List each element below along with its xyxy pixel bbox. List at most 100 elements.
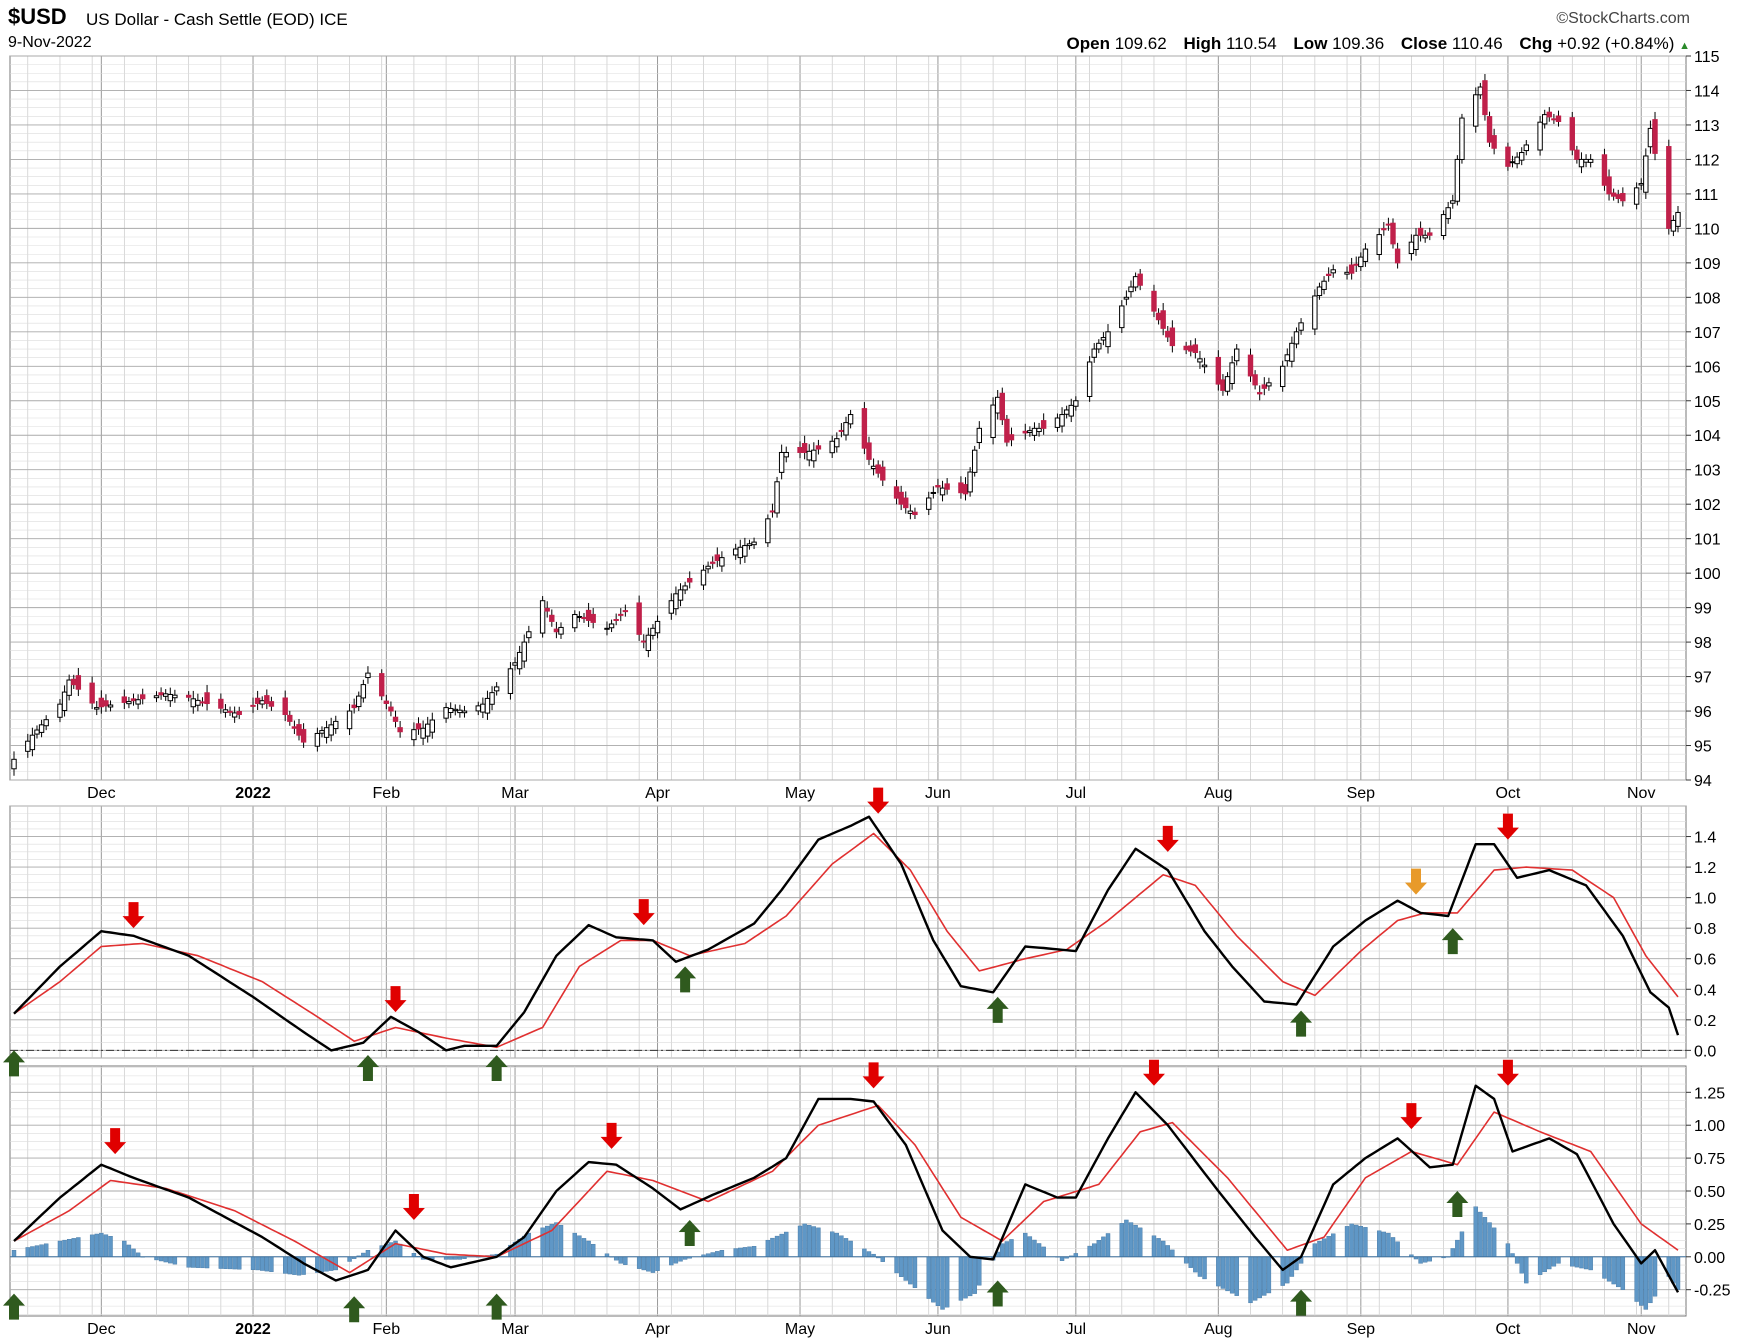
candle <box>204 684 210 711</box>
candle-body <box>1160 310 1166 329</box>
candle-body <box>1155 312 1162 321</box>
histogram-bar <box>1574 1256 1580 1268</box>
candle <box>866 436 872 466</box>
sell-arrow-icon <box>122 902 145 929</box>
histogram-bar <box>1418 1256 1423 1264</box>
sell-arrow-icon <box>1142 1059 1165 1086</box>
candle <box>774 476 780 518</box>
histogram-bar <box>1583 1256 1589 1270</box>
candle <box>1523 140 1530 156</box>
candle <box>268 696 275 711</box>
candle <box>75 667 82 697</box>
y-tick-label: 0.75 <box>1694 1151 1725 1168</box>
candle-body <box>732 548 739 556</box>
histogram-bar <box>227 1256 233 1270</box>
histogram-bar <box>1455 1239 1460 1257</box>
histogram-bar <box>977 1256 982 1286</box>
candle-body <box>815 445 822 450</box>
histogram-bar <box>1124 1219 1129 1257</box>
candle <box>999 387 1005 426</box>
histogram-bar <box>1059 1256 1065 1261</box>
candle <box>1454 155 1461 206</box>
histogram-bar <box>710 1252 715 1257</box>
candle <box>365 666 371 684</box>
y-tick-label: 112 <box>1694 152 1720 169</box>
candle <box>843 416 849 441</box>
histogram-bar <box>108 1236 113 1257</box>
candle-body <box>585 609 592 621</box>
candle-body <box>1408 241 1415 255</box>
candle-body <box>425 723 431 737</box>
candle <box>549 609 555 627</box>
x-tick-label: May <box>785 1321 815 1338</box>
candle <box>576 611 583 623</box>
candle-body <box>1541 114 1548 125</box>
histogram-bar <box>131 1248 136 1257</box>
candle-body <box>1353 263 1359 266</box>
candle-body <box>1192 344 1199 353</box>
panel-frame <box>9 805 1687 1059</box>
x-tick-label: 2022 <box>235 1321 271 1338</box>
candle <box>1537 116 1543 156</box>
candle <box>484 690 491 720</box>
candle-body <box>926 497 932 510</box>
candle-body <box>1445 207 1451 220</box>
buy-arrow-icon <box>678 1219 701 1246</box>
candle-body <box>682 585 688 591</box>
candle-body <box>962 484 969 495</box>
histogram-bar <box>361 1252 366 1257</box>
candle <box>976 421 983 449</box>
candle <box>1652 111 1658 161</box>
candle-body <box>714 554 720 562</box>
histogram-bar <box>237 1256 242 1270</box>
candle <box>930 486 937 499</box>
candle-body <box>1316 286 1323 297</box>
candle <box>1289 336 1295 368</box>
buy-arrow-icon <box>1290 1010 1313 1037</box>
histogram-bar <box>940 1256 945 1310</box>
candle-body <box>1004 418 1010 443</box>
candle-body <box>489 692 495 705</box>
candle-body <box>1261 384 1267 389</box>
candle-body <box>1450 200 1456 204</box>
candle-body <box>778 451 785 473</box>
histogram-bar <box>1620 1256 1626 1290</box>
candle <box>1201 357 1208 374</box>
histogram-bar <box>1036 1243 1042 1257</box>
histogram-bar <box>1280 1256 1285 1286</box>
histogram-bar <box>1160 1240 1166 1257</box>
candle-body <box>1183 345 1189 351</box>
candle <box>558 622 564 639</box>
histogram-bar <box>1216 1256 1221 1287</box>
candle <box>1316 282 1323 300</box>
candle-body <box>1284 354 1290 362</box>
candle <box>140 688 146 705</box>
candle-body <box>801 442 808 453</box>
histogram-bar <box>577 1235 582 1257</box>
candle-body <box>512 662 518 666</box>
histogram-bar <box>1009 1239 1014 1257</box>
y-tick-label: 113 <box>1694 118 1720 135</box>
candle-body <box>1321 280 1327 290</box>
histogram-bar <box>1101 1236 1106 1257</box>
candle <box>705 561 711 574</box>
candle-body <box>1188 345 1194 352</box>
candle <box>218 693 224 714</box>
histogram-bar <box>1386 1232 1391 1257</box>
histogram-bar <box>1556 1256 1561 1264</box>
y-tick-label: 102 <box>1694 497 1721 514</box>
candle <box>1160 303 1166 336</box>
candle-body <box>420 727 426 739</box>
histogram-bar <box>191 1256 196 1268</box>
x-tick-label: Nov <box>1627 1321 1655 1338</box>
x-tick-label: Aug <box>1204 1321 1232 1338</box>
brand-label[interactable]: ©StockCharts.com <box>1556 10 1690 27</box>
histogram-bar <box>1427 1256 1432 1262</box>
histogram-bar <box>1248 1256 1253 1304</box>
candle-body <box>484 697 491 714</box>
candle-body <box>1574 149 1580 160</box>
candle-body <box>641 640 647 643</box>
candle <box>1036 422 1042 437</box>
symbol-label: $USD <box>8 4 67 29</box>
